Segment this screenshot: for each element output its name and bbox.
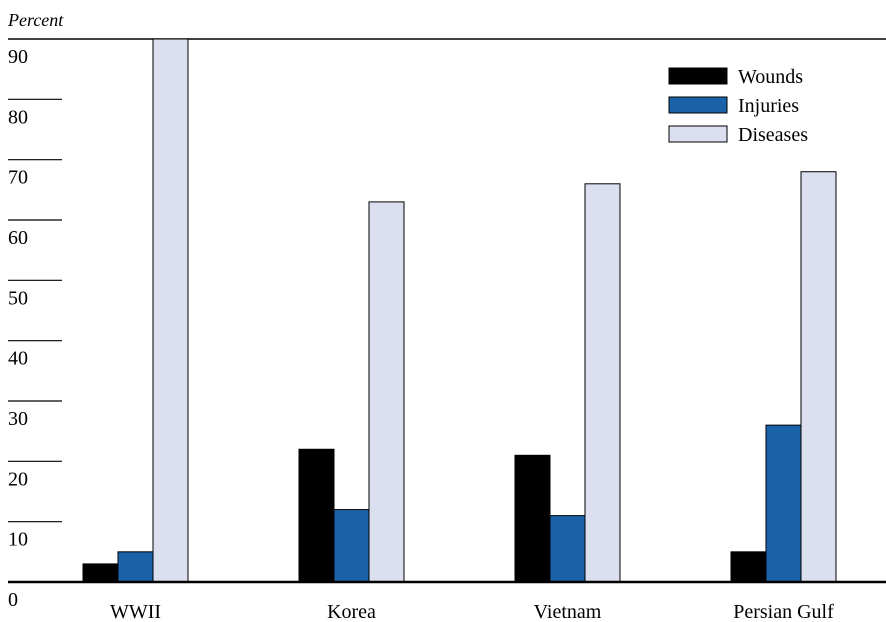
y-tick-label: 80: [8, 106, 28, 128]
y-tick-label: 60: [8, 227, 28, 249]
bar-wounds-vietnam: [514, 454, 551, 583]
y-tick-label: 20: [8, 468, 28, 490]
bar-diseases-wwii: [152, 38, 189, 583]
legend-swatch-injuries: [668, 96, 728, 114]
bar-diseases-vietnam: [584, 183, 621, 583]
legend-swatch-diseases: [668, 125, 728, 143]
bar-injuries-vietnam: [549, 515, 586, 583]
y-axis-title: Percent: [7, 10, 64, 30]
bar-injuries-korea: [333, 509, 370, 583]
bar-wounds-persian-gulf: [730, 551, 767, 583]
y-tick-label: 10: [8, 529, 28, 551]
x-category-label: Vietnam: [534, 601, 602, 622]
bar-diseases-korea: [368, 201, 405, 583]
bar-wounds-wwii: [82, 563, 119, 583]
x-category-label: Persian Gulf: [733, 601, 834, 622]
bar-injuries-persian-gulf: [765, 424, 802, 583]
legend-swatch-wounds: [668, 67, 728, 85]
legend-label-wounds: Wounds: [738, 66, 803, 88]
y-tick-label: 30: [8, 408, 28, 430]
bar-injuries-wwii: [117, 551, 154, 583]
y-tick-label: 0: [8, 589, 18, 611]
y-tick-label: 50: [8, 287, 28, 309]
y-tick-label: 90: [8, 46, 28, 68]
bar-diseases-persian-gulf: [800, 171, 837, 583]
x-category-label: WWII: [110, 601, 161, 622]
y-tick-label: 40: [8, 348, 28, 370]
legend-label-injuries: Injuries: [738, 95, 799, 117]
legend-label-diseases: Diseases: [738, 124, 808, 146]
x-category-label: Korea: [327, 601, 376, 622]
y-tick-label: 70: [8, 167, 28, 189]
bar-wounds-korea: [298, 448, 335, 583]
